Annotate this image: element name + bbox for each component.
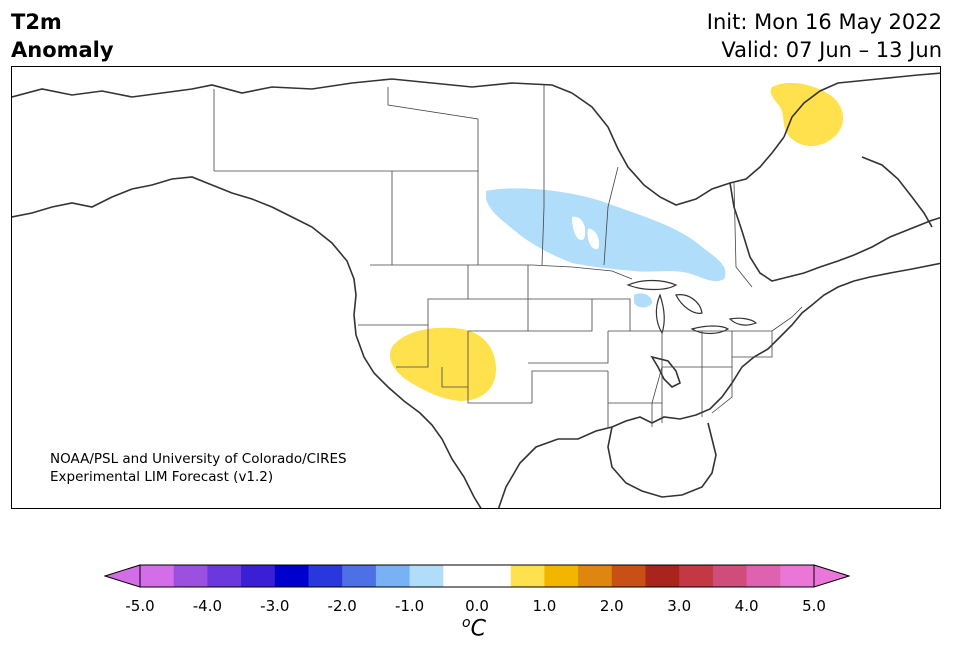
north-america-map [12, 72, 940, 508]
great-lakes [626, 279, 758, 335]
colorbar-cell [712, 565, 748, 587]
unit-letter: C [470, 616, 486, 642]
lake-manitoba-cutout [587, 228, 600, 250]
colorbar-cell [409, 565, 444, 587]
colorbar-cell [477, 565, 512, 587]
colorbar-tick-label: 4.0 [734, 597, 759, 615]
colorbar-tick-label: -4.0 [192, 597, 223, 615]
colorbar-cell [173, 565, 208, 587]
colorbar-cell [443, 565, 478, 587]
colorbar-cell [140, 565, 175, 587]
colorbar-tick-label: 1.0 [532, 597, 557, 615]
title-line-1: T2m [11, 10, 62, 34]
colorbar-cells [104, 564, 850, 588]
anomaly-warm-southwest [389, 327, 496, 401]
colorbar-cell [510, 565, 545, 587]
attribution: NOAA/PSL and University of Colorado/CIRE… [50, 450, 347, 486]
colorbar-cell [679, 565, 714, 587]
colorbar [104, 564, 850, 588]
colorbar-high-extend [813, 564, 850, 588]
colorbar-unit: oC [462, 615, 486, 641]
lake-winnipeg-cutout [572, 216, 586, 240]
colorbar-cell [308, 565, 343, 587]
valid-range: Valid: 07 Jun – 13 Jun [721, 38, 942, 62]
init-date: Init: Mon 16 May 2022 [706, 10, 942, 34]
colorbar-cell [375, 565, 411, 587]
colorbar-tick-label: -5.0 [125, 597, 155, 615]
colorbar-tick-label: 3.0 [667, 597, 692, 615]
colorbar-cell [645, 565, 680, 587]
colorbar-tick-label: 0.0 [465, 597, 489, 615]
anomaly-warm-quebec [770, 82, 844, 147]
coastlines [12, 72, 940, 508]
colorbar-cell [578, 565, 613, 587]
colorbar-outline [139, 564, 815, 588]
unit-degree: o [462, 615, 471, 631]
colorbar-tick-label: 2.0 [599, 597, 624, 615]
colorbar-tick-label: -2.0 [327, 597, 357, 615]
colorbar-low-extend [104, 564, 141, 588]
colorbar-cell [274, 565, 309, 587]
map-panel: NOAA/PSL and University of Colorado/CIRE… [11, 66, 941, 509]
colorbar-cell [207, 565, 242, 587]
colorbar-tick-label: -1.0 [394, 597, 425, 615]
colorbar-tick-label: -3.0 [260, 597, 290, 615]
colorbar-cell [241, 565, 276, 587]
colorbar-cell [611, 565, 646, 587]
forecast-dates: Init: Mon 16 May 2022 Valid: 07 Jun – 13… [707, 8, 942, 64]
political-boundaries [213, 85, 803, 427]
colorbar-cell [544, 565, 579, 587]
title-line-2: Anomaly [11, 38, 114, 62]
colorbar-tick-label: 5.0 [802, 597, 826, 615]
attribution-line-1: NOAA/PSL and University of Colorado/CIRE… [50, 451, 347, 467]
colorbar-cell [342, 565, 377, 587]
chart-title: T2m Anomaly [11, 8, 114, 64]
colorbar-cell [746, 565, 781, 587]
colorbar-cell [780, 565, 815, 587]
anomaly-cool-greatlakes [634, 293, 652, 308]
attribution-line-2: Experimental LIM Forecast (v1.2) [50, 469, 274, 485]
